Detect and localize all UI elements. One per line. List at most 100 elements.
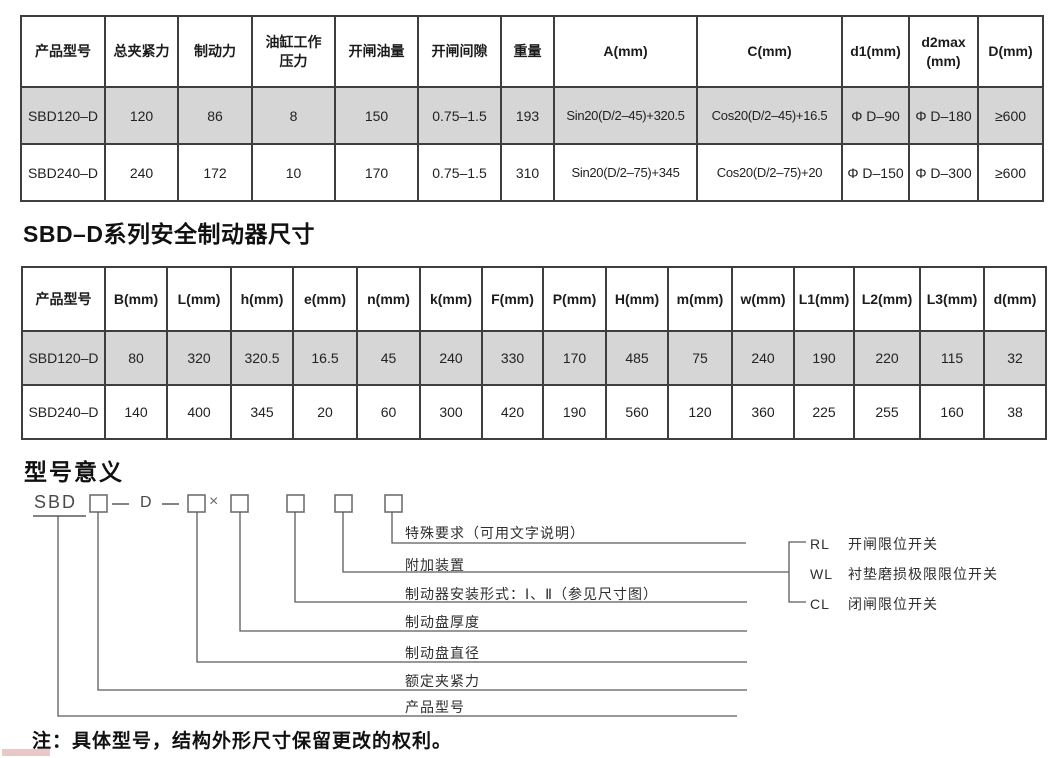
column-header: d2max (mm): [908, 15, 979, 88]
table-cell: 16.5: [292, 330, 358, 386]
table-cell: Cos20(D/2–75)+20: [696, 143, 843, 202]
table-cell: 360: [731, 384, 795, 440]
switch-code: CL: [810, 596, 830, 612]
table-cell: 0.75–1.5: [417, 143, 502, 202]
model-code-boxes: [89, 494, 403, 513]
table-cell: 38: [983, 384, 1047, 440]
table-cell: 75: [667, 330, 733, 386]
table-cell: SBD240–D: [21, 384, 106, 440]
table-cell: 80: [104, 330, 168, 386]
table-cell: ≥600: [977, 86, 1044, 145]
table-cell: SBD120–D: [21, 330, 106, 386]
table-cell: 320.5: [230, 330, 294, 386]
line-attachment: [342, 512, 789, 573]
column-header: 重量: [500, 15, 555, 88]
column-header: 开闸间隙: [417, 15, 502, 88]
column-header: L2(mm): [853, 266, 921, 332]
footer-note: 注：具体型号，结构外形尺寸保留更改的权利。: [32, 731, 453, 752]
dimensions-table: 产品型号 B(mm) L(mm) h(mm) e(mm) n(mm) k(mm) F(mm) P…: [21, 266, 1047, 440]
table-cell: SBD120–D: [20, 86, 106, 145]
table-cell: Φ D–90: [841, 86, 910, 145]
label-product-model: 产品型号: [405, 699, 465, 715]
table-cell: ≥600: [977, 143, 1044, 202]
table-cell: 420: [481, 384, 544, 440]
column-header: P(mm): [542, 266, 607, 332]
table-cell: 10: [251, 143, 336, 202]
table-row: SBD240–D 240 172 10 170 0.75–1.5 310 Sin20(D/2–…: [20, 143, 1044, 202]
code-box-mount-form: [286, 494, 305, 513]
multiply-sign: ×: [209, 493, 219, 510]
table-cell: 20: [292, 384, 358, 440]
header-row: 产品型号 总夹紧力 制动力 油缸工作 压力 开闸油量 开闸间隙 重量 A(mm) C(mm) d1…: [20, 15, 1044, 88]
column-header: d1(mm): [841, 15, 910, 88]
column-header: h(mm): [230, 266, 294, 332]
label-mount-form: 制动器安装形式：Ⅰ、Ⅱ（参见尺寸图）: [405, 586, 659, 602]
table-cell: 160: [919, 384, 985, 440]
table-cell: 220: [853, 330, 921, 386]
table-cell: 193: [500, 86, 555, 145]
line-disc-thickness: [239, 512, 747, 632]
table-cell: SBD240–D: [20, 143, 106, 202]
column-header: B(mm): [104, 266, 168, 332]
column-header: e(mm): [292, 266, 358, 332]
table-cell: 330: [481, 330, 544, 386]
column-header: D(mm): [977, 15, 1044, 88]
table-cell: 120: [104, 86, 179, 145]
connector-lines: [57, 512, 789, 717]
table-cell: 170: [542, 330, 607, 386]
column-header: 制动力: [177, 15, 253, 88]
table-cell: Φ D–150: [841, 143, 910, 202]
table-header: 产品型号 总夹紧力 制动力 油缸工作 压力 开闸油量 开闸间隙 重量 A(mm) C(mm) d1…: [20, 15, 1044, 88]
column-header: 产品型号: [20, 15, 106, 88]
switch-option-rl: RL 开闸限位开关: [810, 534, 938, 554]
switch-desc: 开闸限位开关: [848, 536, 938, 552]
table-row: SBD120–D 80 320 320.5 16.5 45 240 330 170 485 75 24…: [21, 330, 1047, 386]
line-rated-clamp-force: [97, 512, 747, 691]
table-header: 产品型号 B(mm) L(mm) h(mm) e(mm) n(mm) k(mm) F(mm) P…: [21, 266, 1047, 332]
column-header: w(mm): [731, 266, 795, 332]
table-row: SBD120–D 120 86 8 150 0.75–1.5 193 Sin20(D/2–45…: [20, 86, 1044, 145]
table-body: SBD120–D 80 320 320.5 16.5 45 240 330 170 485 75 24…: [21, 330, 1047, 440]
table-cell: 60: [356, 384, 421, 440]
dimensions-section-title: SBD–D系列安全制动器尺寸: [23, 221, 315, 247]
code-box-special: [384, 494, 403, 513]
column-header: C(mm): [696, 15, 843, 88]
switch-code: WL: [810, 566, 833, 582]
table-cell: 172: [177, 143, 253, 202]
model-meaning-title: 型号意义: [24, 459, 124, 485]
table-cell: Sin20(D/2–75)+345: [553, 143, 698, 202]
line-mount-form: [294, 512, 747, 603]
table-cell: 345: [230, 384, 294, 440]
table-cell: 300: [419, 384, 483, 440]
code-box-clamp-force: [89, 494, 108, 513]
table-cell: 240: [731, 330, 795, 386]
column-header: 产品型号: [21, 266, 106, 332]
column-header: 总夹紧力: [104, 15, 179, 88]
table-cell: 150: [334, 86, 419, 145]
code-box-attachment: [334, 494, 353, 513]
table-cell: 45: [356, 330, 421, 386]
switch-option-wl: WL 衬垫磨损极限限位开关: [810, 564, 998, 584]
model-d-literal: D: [140, 494, 152, 511]
table-cell: 400: [166, 384, 232, 440]
code-box-disc-thickness: [230, 494, 249, 513]
column-header: A(mm): [553, 15, 698, 88]
column-header: d(mm): [983, 266, 1047, 332]
table-cell: 240: [419, 330, 483, 386]
switch-code: RL: [810, 536, 830, 552]
switch-bracket: [788, 541, 806, 603]
table-cell: 170: [334, 143, 419, 202]
switch-desc: 衬垫磨损极限限位开关: [848, 566, 998, 582]
label-disc-diameter: 制动盘直径: [405, 645, 480, 661]
table-cell: 320: [166, 330, 232, 386]
column-header: m(mm): [667, 266, 733, 332]
table-cell: 190: [793, 330, 855, 386]
column-header: F(mm): [481, 266, 544, 332]
code-box-disc-diameter: [187, 494, 206, 513]
switch-desc: 闭闸限位开关: [848, 596, 938, 612]
table-cell: 120: [667, 384, 733, 440]
table-cell: 560: [605, 384, 669, 440]
column-header: 油缸工作 压力: [251, 15, 336, 88]
table-cell: Sin20(D/2–45)+320.5: [553, 86, 698, 145]
